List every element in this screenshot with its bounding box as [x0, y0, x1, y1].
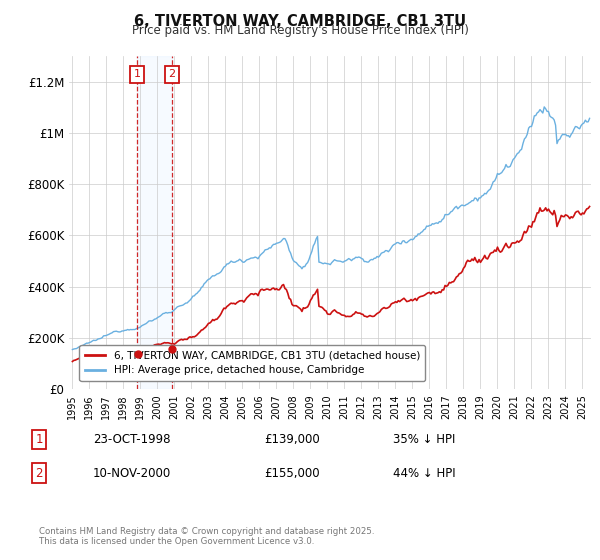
Text: 1: 1: [35, 433, 43, 446]
Bar: [137, 56, 172, 389]
Text: 2: 2: [169, 69, 176, 80]
Text: 10-NOV-2000: 10-NOV-2000: [93, 466, 171, 480]
Legend: 6, TIVERTON WAY, CAMBRIDGE, CB1 3TU (detached house), HPI: Average price, detach: 6, TIVERTON WAY, CAMBRIDGE, CB1 3TU (det…: [79, 345, 425, 381]
Text: £155,000: £155,000: [264, 466, 320, 480]
Text: 1: 1: [134, 69, 140, 80]
Text: £139,000: £139,000: [264, 433, 320, 446]
Text: Contains HM Land Registry data © Crown copyright and database right 2025.
This d: Contains HM Land Registry data © Crown c…: [39, 526, 374, 546]
Text: 35% ↓ HPI: 35% ↓ HPI: [393, 433, 455, 446]
Text: 6, TIVERTON WAY, CAMBRIDGE, CB1 3TU: 6, TIVERTON WAY, CAMBRIDGE, CB1 3TU: [134, 14, 466, 29]
Text: 44% ↓ HPI: 44% ↓ HPI: [393, 466, 455, 480]
Text: Price paid vs. HM Land Registry's House Price Index (HPI): Price paid vs. HM Land Registry's House …: [131, 24, 469, 37]
Text: 2: 2: [35, 466, 43, 480]
Text: 23-OCT-1998: 23-OCT-1998: [93, 433, 170, 446]
